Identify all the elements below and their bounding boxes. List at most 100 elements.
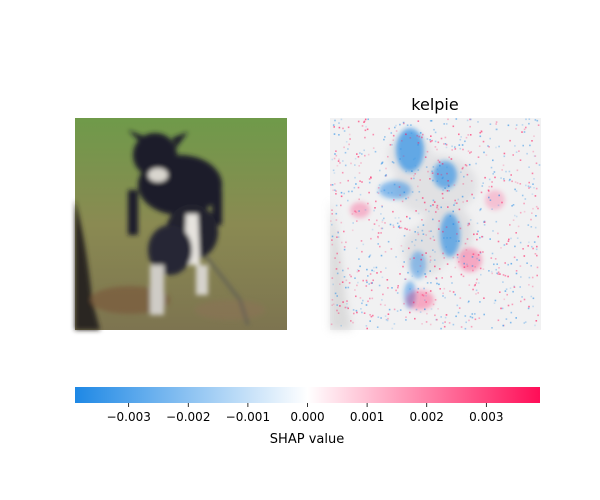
- shap-pixel: [332, 124, 335, 126]
- shap-map-panel: kelpie: [330, 95, 541, 330]
- shap-pixel: [385, 174, 387, 176]
- shap-pixel: [384, 251, 387, 253]
- shap-pixel: [419, 265, 422, 267]
- shap-pixel: [435, 318, 437, 321]
- shap-pixel: [337, 236, 340, 238]
- shap-pixel: [357, 156, 360, 158]
- shap-pixel: [479, 267, 482, 270]
- shap-pixel: [507, 304, 510, 307]
- shap-pixel: [477, 230, 479, 233]
- shap-pixel: [371, 269, 373, 272]
- shap-pixel: [411, 191, 414, 193]
- shap-pixel: [534, 195, 537, 197]
- shap-pixel: [505, 243, 508, 245]
- shap-pixel: [535, 187, 538, 190]
- shap-pixel: [438, 161, 441, 163]
- shap-pixel: [470, 325, 473, 328]
- shap-pixel: [361, 302, 363, 305]
- negative-attribution-region: [410, 251, 426, 279]
- shap-pixel: [359, 265, 361, 268]
- shap-pixel: [437, 141, 440, 144]
- shap-pixel: [415, 308, 418, 311]
- shap-pixel: [464, 140, 466, 143]
- shap-pixel: [467, 150, 470, 152]
- shap-pixel: [397, 285, 399, 287]
- shap-pixel: [401, 200, 404, 203]
- shap-pixel: [336, 309, 338, 312]
- shap-pixel: [377, 243, 379, 245]
- shap-pixel: [367, 118, 369, 121]
- shap-pixel: [538, 164, 541, 166]
- shap-pixel: [502, 274, 505, 276]
- shap-pixel: [434, 314, 436, 317]
- shap-pixel: [409, 137, 412, 139]
- shap-pixel: [509, 224, 511, 226]
- shap-pixel: [440, 137, 443, 140]
- shap-pixel: [444, 136, 447, 139]
- shap-pixel: [428, 230, 431, 233]
- shap-pixel: [475, 282, 478, 284]
- shap-pixel: [456, 253, 459, 256]
- shap-pixel: [467, 222, 470, 225]
- shap-pixel: [536, 254, 538, 257]
- shap-pixel: [497, 319, 500, 322]
- shap-pixel: [397, 226, 400, 228]
- shap-pixel: [450, 158, 453, 160]
- shap-pixel: [364, 129, 367, 132]
- shap-pixel: [359, 193, 362, 196]
- shap-pixel: [404, 278, 406, 280]
- shap-pixel: [454, 293, 456, 296]
- shap-pixel: [398, 225, 401, 227]
- shap-pixel: [388, 127, 390, 130]
- shap-pixel: [483, 297, 485, 299]
- shap-pixel: [370, 282, 373, 284]
- shap-pixel: [405, 170, 407, 173]
- shap-pixel: [373, 209, 375, 212]
- shap-pixel: [531, 276, 534, 279]
- shap-pixel: [356, 220, 358, 222]
- shap-pixel: [352, 222, 354, 224]
- shap-pixel: [532, 207, 534, 210]
- shap-pixel: [372, 147, 375, 149]
- shap-pixel: [412, 301, 415, 304]
- shap-pixel: [515, 127, 517, 130]
- shap-pixel: [376, 272, 378, 274]
- shap-pixel: [372, 279, 374, 282]
- shap-pixel: [339, 182, 342, 184]
- shap-pixel: [521, 296, 523, 298]
- shap-pixel: [470, 180, 473, 182]
- shap-pixel: [498, 267, 500, 269]
- shap-pixel: [357, 186, 360, 189]
- shap-pixel: [444, 321, 446, 323]
- shap-pixel: [360, 240, 363, 242]
- shap-pixel: [489, 137, 491, 140]
- shap-pixel: [377, 236, 379, 239]
- shap-pixel: [483, 220, 486, 222]
- shap-pixel: [346, 306, 348, 309]
- shap-pixel: [367, 300, 369, 303]
- shap-pixel: [380, 317, 382, 319]
- shap-pixel: [414, 173, 416, 175]
- shap-pixel: [514, 181, 517, 183]
- shap-pixel: [414, 317, 416, 320]
- shap-pixel: [369, 314, 371, 316]
- shap-pixel: [490, 185, 493, 188]
- positive-attribution-region: [485, 190, 505, 210]
- shap-pixel: [393, 308, 396, 311]
- shap-pixel: [513, 286, 516, 288]
- shap-pixel: [479, 135, 482, 138]
- shap-pixel: [414, 164, 417, 167]
- shap-pixel: [450, 275, 452, 278]
- shap-pixel: [448, 190, 450, 192]
- shap-pixel: [470, 151, 472, 153]
- shap-pixel: [498, 194, 500, 197]
- shap-pixel: [516, 182, 519, 184]
- shap-pixel: [368, 191, 370, 194]
- shap-pixel: [416, 134, 418, 137]
- shap-pixel: [354, 164, 356, 166]
- shap-pixel: [341, 171, 344, 174]
- shap-pixel: [503, 298, 506, 301]
- shap-pixel: [452, 210, 454, 213]
- shap-pixel: [383, 189, 386, 192]
